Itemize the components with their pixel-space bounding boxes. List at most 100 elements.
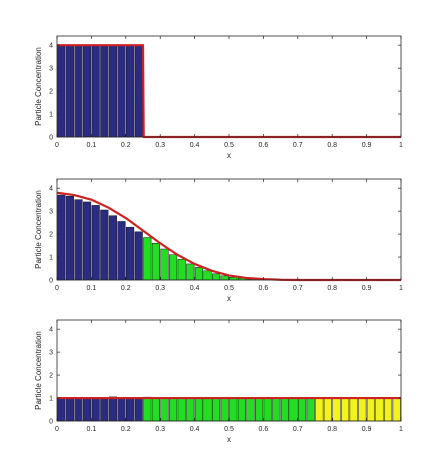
x-tick-label-top: 0.8	[327, 142, 337, 149]
x-tick-label-top: 0.2	[121, 142, 131, 149]
axes-box-middle	[56, 178, 402, 281]
x-tick-label-middle: 0.7	[293, 285, 303, 292]
bar-bottom-green	[177, 397, 186, 422]
bar-bottom-green	[169, 397, 178, 422]
bar-bottom-green	[280, 398, 289, 422]
x-tick-label-top: 0	[55, 142, 59, 149]
x-tick-label-bottom: 0	[55, 426, 59, 433]
panel-top: 0 0.1 0.2 0.3 0.4 0.5 0.6 0.7 0.8 0.9 1 0 1 2 3 4 x Parti…	[34, 35, 403, 160]
bar-bottom-green	[229, 397, 238, 422]
bar-bottom-blue	[57, 398, 66, 422]
x-tick-label-bottom: 0.8	[327, 426, 337, 433]
x-axis-label-middle: x	[227, 294, 231, 303]
x-tick-label-top: 0.6	[259, 142, 269, 149]
bar-bottom-yellow	[375, 398, 384, 422]
y-axis-label-bottom: Particle Concentration	[34, 331, 43, 410]
y-tick-label-top: 4	[49, 43, 53, 50]
x-tick-label-middle: 0.6	[259, 285, 269, 292]
y-tick-label-middle: 1	[49, 255, 53, 262]
x-tick-label-top: 0.5	[224, 142, 234, 149]
x-tick-label-bottom: 0.5	[224, 426, 234, 433]
x-tick-label-bottom: 1	[399, 426, 403, 433]
bar-middle-green	[186, 263, 195, 281]
x-axis-label-bottom: x	[227, 435, 231, 444]
bar-bottom-green	[194, 397, 203, 422]
y-tick-label-middle: 3	[49, 209, 53, 216]
bar-middle-blue	[74, 199, 83, 281]
x-tick-label-middle: 0.8	[327, 285, 337, 292]
bar-middle-green	[177, 259, 186, 281]
bar-bottom-green	[298, 398, 307, 422]
bar-bottom-yellow	[349, 398, 358, 422]
x-tick-label-top: 0.9	[362, 142, 372, 149]
panel-bottom: 0 0.1 0.2 0.3 0.4 0.5 0.6 0.7 0.8 0.9 1 0 1 2 3 4 x Parti…	[34, 319, 403, 444]
axes-box-top	[56, 35, 402, 138]
bar-middle-green	[220, 275, 229, 281]
y-tick-label-bottom: 1	[49, 396, 53, 403]
x-tick-label-bottom: 0.4	[190, 426, 200, 433]
x-tick-label-middle: 1	[399, 285, 403, 292]
bar-top-blue	[108, 44, 117, 138]
bar-bottom-green	[143, 396, 152, 422]
bar-top-blue	[74, 44, 83, 138]
bar-top-blue	[65, 44, 74, 138]
x-tick-label-bottom: 0.2	[121, 426, 131, 433]
y-tick-label-top: 1	[49, 112, 53, 119]
y-tick-label-middle: 2	[49, 232, 53, 239]
x-tick-label-middle: 0.2	[121, 285, 131, 292]
bar-bottom-blue	[91, 398, 100, 422]
bar-bottom-green	[306, 397, 315, 422]
y-tick-label-middle: 4	[49, 186, 53, 193]
x-tick-label-bottom: 0.7	[293, 426, 303, 433]
bar-middle-blue	[134, 231, 143, 281]
bar-bottom-blue	[134, 398, 143, 422]
bar-bottom-yellow	[392, 397, 401, 422]
bar-bottom-blue	[108, 396, 117, 422]
bar-middle-green	[160, 248, 169, 281]
x-tick-label-top: 0.4	[190, 142, 200, 149]
x-tick-label-top: 1	[399, 142, 403, 149]
x-tick-label-bottom: 0.9	[362, 426, 372, 433]
bar-bottom-green	[203, 397, 212, 422]
bar-bottom-yellow	[384, 397, 393, 422]
bar-bottom-green	[289, 397, 298, 422]
bar-middle-blue	[108, 215, 117, 281]
y-tick-label-bottom: 4	[49, 327, 53, 334]
bar-bottom-green	[212, 398, 221, 422]
x-tick-label-middle: 0.1	[87, 285, 97, 292]
bar-middle-blue	[83, 201, 92, 281]
bar-bottom-blue	[126, 397, 135, 422]
bar-bottom-blue	[65, 397, 74, 422]
bar-bottom-green	[246, 397, 255, 422]
bar-middle-blue	[65, 195, 74, 281]
bar-bottom-yellow	[315, 397, 324, 422]
bar-middle-green	[229, 277, 238, 281]
bar-bottom-green	[186, 398, 195, 422]
bar-bottom-yellow	[358, 397, 367, 422]
bar-middle-green	[169, 254, 178, 281]
x-tick-label-middle: 0	[55, 285, 59, 292]
bar-middle-green	[151, 243, 160, 281]
bar-bottom-yellow	[366, 397, 375, 422]
y-axis-label-middle: Particle Concentration	[34, 190, 43, 269]
bar-top-blue	[134, 44, 143, 138]
x-tick-label-middle: 0.4	[190, 285, 200, 292]
y-tick-label-bottom: 0	[49, 419, 53, 426]
bar-bottom-green	[255, 398, 264, 422]
x-tick-label-bottom: 0.3	[155, 426, 165, 433]
panel-middle: 0 0.1 0.2 0.3 0.4 0.5 0.6 0.7 0.8 0.9 1 0 1 2 3 4 x Parti…	[34, 178, 403, 303]
bar-bottom-blue	[100, 397, 109, 422]
bar-bottom-blue	[117, 398, 126, 422]
bar-middle-green	[203, 270, 212, 281]
bar-bottom-blue	[83, 397, 92, 422]
y-tick-label-top: 2	[49, 89, 53, 96]
y-tick-label-middle: 0	[49, 278, 53, 285]
bar-bottom-green	[272, 397, 281, 422]
y-axis-label-top: Particle Concentration	[34, 47, 43, 126]
bar-middle-blue	[100, 209, 109, 281]
bar-bottom-blue	[74, 398, 83, 422]
y-tick-label-bottom: 2	[49, 373, 53, 380]
bar-middle-blue	[126, 226, 135, 281]
bar-top-blue	[117, 44, 126, 138]
